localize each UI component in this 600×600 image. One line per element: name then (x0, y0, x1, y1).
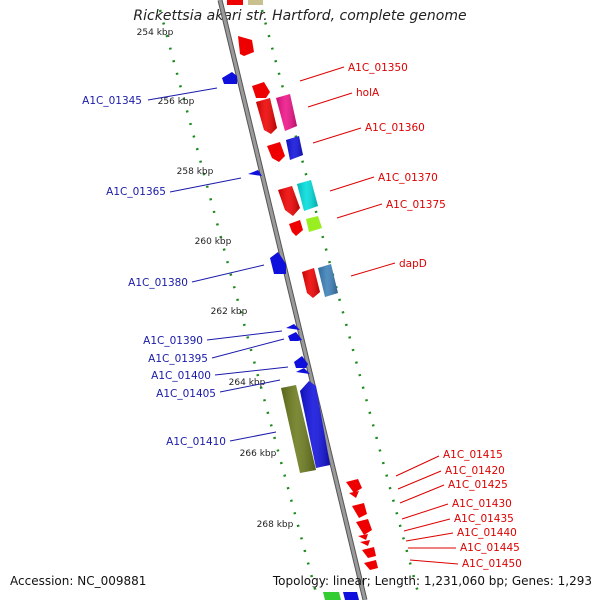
gene-arrow-A1C_01375a[interactable] (289, 220, 303, 236)
gene-label-A1C_01420[interactable]: A1C_01420 (445, 465, 505, 477)
gene-label-A1C_01350[interactable]: A1C_01350 (348, 62, 408, 74)
label-leader-line (329, 176, 375, 192)
label-leader-line (307, 92, 353, 108)
gene-label-A1C_01410[interactable]: A1C_01410 (166, 436, 226, 448)
genome-summary-text: Topology: linear; Length: 1,231,060 bp; … (272, 574, 592, 588)
label-leader-line (299, 66, 345, 82)
gene-label-A1C_01390[interactable]: A1C_01390 (143, 335, 203, 347)
gene-arrow-A1C_01440[interactable] (360, 540, 370, 546)
gene-arrow-shade (256, 98, 277, 134)
gene-arrow-A1C_01430[interactable] (356, 519, 372, 535)
forward-label-group: A1C_01350 holA A1C_01360 A1C_01370 A1C_01375… (299, 62, 522, 570)
ruler-label: 260 kbp (195, 237, 232, 247)
label-leader-line (405, 532, 454, 542)
clipped-feature-red (227, 0, 243, 5)
ruler-label: 262 kbp (211, 307, 248, 317)
gene-arrow-A1C_01400[interactable] (294, 356, 308, 368)
gene-label-A1C_01345[interactable]: A1C_01345 (82, 95, 142, 107)
gene-arrow-A1C_01415[interactable] (346, 479, 362, 493)
label-leader-line (350, 262, 396, 277)
ruler-label: 264 kbp (229, 378, 266, 388)
gene-arrow-A1C_01380[interactable] (270, 252, 286, 274)
gene-arrow[interactable] (238, 36, 254, 56)
ruler-label: 266 kbp (240, 449, 277, 459)
gene-label-A1C_01370[interactable]: A1C_01370 (378, 172, 438, 184)
gene-arrow-dapD-shade (318, 264, 338, 297)
gene-label-dapD[interactable]: dapD (399, 258, 427, 270)
gene-arrow-A1C_01375[interactable] (306, 216, 322, 232)
clipped-feature-olive (248, 0, 263, 5)
gene-arrow-A1C_01400b[interactable] (296, 368, 310, 374)
gene-arrow-A1C_01450[interactable] (364, 560, 378, 570)
gene-label-A1C_01375[interactable]: A1C_01375 (386, 199, 446, 211)
gene-arrow-holA-shade (276, 94, 297, 131)
gene-label-A1C_01445[interactable]: A1C_01445 (460, 542, 520, 554)
clipped-feature-blue (343, 592, 359, 600)
gene-arrow-A1C_01395[interactable] (288, 332, 302, 341)
gene-arrow-A1C_01390[interactable] (286, 324, 300, 330)
gene-label-A1C_01415[interactable]: A1C_01415 (443, 449, 503, 461)
forward-tick-track (260, 9, 422, 600)
label-leader-line (191, 264, 265, 283)
gene-arrow-A1C_01435[interactable] (358, 534, 368, 540)
gene-label-A1C_01430[interactable]: A1C_01430 (452, 498, 512, 510)
gene-label-A1C_01395[interactable]: A1C_01395 (148, 353, 208, 365)
ruler-label: 256 kbp (158, 97, 195, 107)
gene-label-A1C_01450[interactable]: A1C_01450 (462, 558, 522, 570)
label-leader-line (399, 484, 445, 504)
gene-label-A1C_01400[interactable]: A1C_01400 (151, 370, 211, 382)
label-leader-line (169, 177, 242, 193)
gene-arrow-A1C_01410-shade (300, 381, 330, 468)
gene-label-A1C_01440[interactable]: A1C_01440 (457, 527, 517, 539)
label-leader-line (395, 455, 440, 477)
reverse-label-group: A1C_01345 A1C_01365 A1C_01380 A1C_01390 A1C_… (82, 87, 289, 448)
label-leader-line (219, 379, 281, 393)
gene-label-A1C_01405[interactable]: A1C_01405 (156, 388, 216, 400)
label-leader-line (403, 518, 451, 532)
gene-arrow-A1C_01360a[interactable] (267, 142, 285, 162)
label-leader-line (336, 203, 383, 219)
gene-label-A1C_01360[interactable]: A1C_01360 (365, 122, 425, 134)
ruler-label: 254 kbp (137, 28, 174, 38)
label-leader-line (147, 87, 218, 101)
genome-backbone (218, 0, 367, 600)
label-leader-line (397, 470, 442, 490)
ruler-label-group: 254 kbp 256 kbp 258 kbp 260 kbp 262 kbp 264 k… (137, 28, 294, 530)
gene-arrow-A1C_01445[interactable] (362, 547, 376, 558)
label-leader-line (409, 559, 459, 565)
label-leader-line (229, 431, 277, 442)
reverse-tick-track (158, 9, 320, 600)
gene-arrow-shade (302, 268, 320, 298)
map-title: Rickettsia akari str. Hartford, complete… (133, 8, 467, 24)
accession-text: Accession: NC_009881 (10, 574, 147, 588)
clipped-feature-green (323, 592, 341, 600)
label-leader-line (214, 366, 289, 376)
label-leader-line (211, 338, 285, 359)
gene-arrow-A1C_01425[interactable] (352, 503, 367, 518)
label-leader-line (206, 330, 283, 341)
gene-label-A1C_01425[interactable]: A1C_01425 (448, 479, 508, 491)
gene-arrow-A1C_01350[interactable] (252, 82, 270, 98)
gene-arrow-A1C_01360-shade (286, 136, 303, 160)
ruler-label: 258 kbp (177, 167, 214, 177)
gene-arrow-A1C_01370-shade (297, 180, 318, 211)
gene-arrow-A1C_01345[interactable] (222, 72, 237, 84)
gene-label-A1C_01365[interactable]: A1C_01365 (106, 186, 166, 198)
gene-label-A1C_01435[interactable]: A1C_01435 (454, 513, 514, 525)
gene-arrow-A1C_01405-shade (281, 385, 316, 473)
gene-label-holA[interactable]: holA (356, 87, 380, 99)
gene-arrow-A1C_01365[interactable] (248, 170, 262, 176)
gene-arrow-shade (278, 186, 300, 216)
ruler-label: 268 kbp (257, 520, 294, 530)
gene-label-A1C_01380[interactable]: A1C_01380 (128, 277, 188, 289)
gene-arrow-A1C_01420[interactable] (349, 491, 359, 498)
label-leader-line (312, 127, 362, 144)
label-leader-line (401, 503, 449, 520)
